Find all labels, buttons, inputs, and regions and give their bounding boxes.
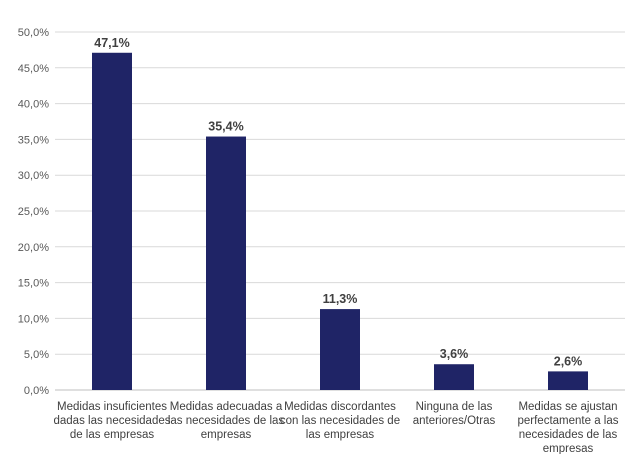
x-category-label: anteriores/Otras [413, 415, 496, 427]
data-label: 47,1% [94, 36, 129, 50]
x-category-label: las necesidades de las [168, 415, 285, 427]
data-labels: 47,1% 35,4% 11,3% 3,6% 2,6% [94, 36, 582, 369]
x-category-label: con las necesidades de [280, 415, 400, 427]
x-category-label: las empresas [306, 429, 375, 441]
x-category-label: necesidades de las [519, 429, 618, 441]
y-tick-label: 45,0% [18, 63, 49, 75]
y-tick-label: 15,0% [18, 278, 49, 290]
y-tick-label: 5,0% [24, 349, 49, 361]
bar [320, 309, 360, 390]
x-axis-categories: Medidas insuficientes dadas las necesidad… [54, 401, 619, 454]
data-label: 11,3% [323, 292, 358, 306]
x-category-label: Medidas adecuadas a [170, 401, 283, 413]
x-category-label: empresas [201, 429, 252, 441]
y-tick-label: 35,0% [18, 134, 49, 146]
y-tick-label: 40,0% [18, 99, 49, 111]
data-label: 35,4% [208, 120, 243, 134]
x-category-label: Medidas discordantes [284, 401, 396, 413]
x-category-label: Medidas se ajustan [518, 401, 617, 413]
y-axis-ticks: 0,0% 5,0% 10,0% 15,0% 20,0% 25,0% 30,0% 35,0% 40… [18, 27, 49, 397]
y-tick-label: 20,0% [18, 242, 49, 254]
bar [206, 136, 246, 390]
x-category-label: de las empresas [70, 429, 155, 441]
data-label: 3,6% [440, 347, 469, 361]
x-category-label: Ninguna de las [416, 401, 493, 413]
bar [92, 52, 132, 390]
bar [434, 364, 474, 390]
y-tick-label: 25,0% [18, 206, 49, 218]
y-tick-label: 10,0% [18, 313, 49, 325]
data-label: 2,6% [554, 354, 583, 368]
gridlines [55, 31, 625, 391]
bars [92, 52, 588, 390]
x-category-label: dadas las necesidades [54, 415, 171, 427]
bar [548, 371, 588, 390]
y-tick-label: 50,0% [18, 27, 49, 39]
y-tick-label: 0,0% [24, 385, 49, 397]
y-tick-label: 30,0% [18, 170, 49, 182]
x-category-label: Medidas insuficientes [57, 401, 167, 413]
x-category-label: empresas [543, 443, 594, 454]
x-category-label: perfectamente a las [517, 415, 618, 427]
